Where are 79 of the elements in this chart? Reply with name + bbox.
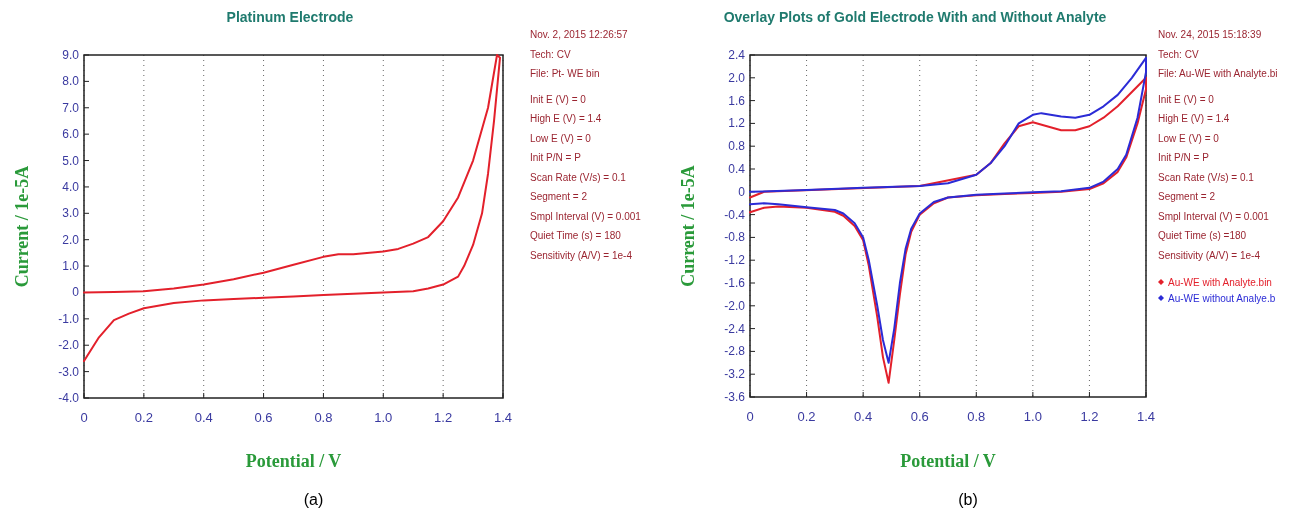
text: Sensitivity (A/V) = 1e-4 <box>530 249 633 261</box>
y-tick-label: 0.4 <box>728 162 746 176</box>
text: File: Au-WE with Analyte.bi <box>1158 68 1278 79</box>
x-tick-label: 1.0 <box>1023 409 1042 424</box>
y-tick-label: 1.0 <box>62 259 80 274</box>
x-tick-label: 0.4 <box>854 409 873 424</box>
text: Init P/N = P <box>1158 152 1210 163</box>
text: Scan Rate (V/s) = 0.1 <box>530 171 627 183</box>
y-tick-label: -4.0 <box>58 391 80 405</box>
text: Init E (V) = 0 <box>530 93 587 105</box>
y-tick-label: -1.6 <box>724 276 746 290</box>
y-tick-label: -3.2 <box>724 367 746 382</box>
x-tick-label: 1.2 <box>434 410 453 425</box>
y-tick-label: -2.0 <box>724 298 746 313</box>
y-axis-title: Current / 1e-5A <box>12 165 32 288</box>
y-tick-label: -1.0 <box>58 311 80 326</box>
y-tick-label: 7.0 <box>62 100 80 115</box>
y-tick-label: -2.8 <box>724 344 746 359</box>
y-tick-label: 8.0 <box>62 74 80 89</box>
text: (b) <box>958 491 978 508</box>
x-tick-label: 0.8 <box>967 409 986 424</box>
text: Quiet Time (s) = 180 <box>530 230 622 241</box>
text: Init E (V) = 0 <box>1158 93 1215 105</box>
text: Low E (V) = 0 <box>1158 132 1220 144</box>
y-tick-label: 6.0 <box>62 127 80 142</box>
text: Smpl Interval (V) = 0.001 <box>1158 210 1270 222</box>
x-tick-label: 1.2 <box>1080 409 1099 424</box>
y-tick-label: 5.0 <box>62 153 80 168</box>
text: Tech: CV <box>530 48 571 60</box>
text: Sensitivity (A/V) = 1e-4 <box>1158 249 1261 261</box>
y-tick-label: -3.0 <box>58 364 80 379</box>
text: Segment = 2 <box>1158 191 1216 202</box>
x-tick-label: 0.8 <box>314 410 333 425</box>
chart-title: Platinum Electrode <box>226 9 354 25</box>
x-tick-label: 0.4 <box>194 410 213 425</box>
y-tick-label: 1.6 <box>728 93 746 108</box>
x-tick-label: 0.6 <box>910 409 929 424</box>
x-axis-title: Potential / V <box>245 451 342 471</box>
legend-label: Au-WE without Analye.b <box>1168 293 1276 304</box>
text: Nov. 2, 2015 12:26:57 <box>530 29 629 40</box>
y-tick-label: 1.2 <box>728 116 746 131</box>
legend-label: Au-WE with Analyte.bin <box>1168 277 1272 288</box>
y-tick-label: -0.4 <box>724 207 746 222</box>
text: File: Pt- WE bin <box>530 68 600 79</box>
x-tick-label: 0.2 <box>797 409 816 424</box>
text: Smpl Interval (V) = 0.001 <box>530 210 642 222</box>
y-tick-label: 9.0 <box>62 48 80 62</box>
text: Nov. 24, 2015 15:18:39 <box>1158 29 1262 40</box>
text: Tech: CV <box>1158 48 1199 60</box>
y-axis-title: Current / 1e-5A <box>678 165 698 287</box>
y-tick-label: 0.8 <box>728 139 746 154</box>
x-axis-title: Potential / V <box>900 451 996 471</box>
y-tick-label: 0 <box>738 184 746 199</box>
text: (a) <box>303 491 324 508</box>
x-tick-label: 0.6 <box>254 410 273 425</box>
x-tick-label: 1.4 <box>1136 409 1156 424</box>
y-tick-label: -2.4 <box>724 321 746 336</box>
chart-title: Overlay Plots of Gold Electrode With and Without Analyte <box>723 9 1107 25</box>
text: Low E (V) = 0 <box>530 132 592 144</box>
y-tick-label: -2.0 <box>58 338 80 353</box>
y-tick-label: -0.8 <box>724 230 746 245</box>
y-tick-label: 0 <box>72 285 80 300</box>
text: Init P/N = P <box>530 152 582 163</box>
text: Scan Rate (V/s) = 0.1 <box>1158 171 1255 183</box>
y-tick-label: 2.0 <box>62 232 80 247</box>
x-tick-label: 0.2 <box>134 410 153 425</box>
text: Segment = 2 <box>530 191 588 202</box>
y-tick-label: -1.2 <box>724 253 746 268</box>
y-tick-label: 2.4 <box>728 48 746 62</box>
line-series <box>83 54 502 363</box>
y-tick-label: 3.0 <box>62 206 80 221</box>
text: Quiet Time (s) =180 <box>1158 230 1247 241</box>
y-tick-label: 2.0 <box>728 70 746 85</box>
text: High E (V) = 1.4 <box>530 113 602 124</box>
text: High E (V) = 1.4 <box>1158 113 1230 124</box>
y-tick-label: 4.0 <box>62 179 80 194</box>
x-tick-label: 1.4 <box>493 410 513 425</box>
x-tick-label: 1.0 <box>374 410 393 425</box>
y-tick-label: -3.6 <box>724 390 746 404</box>
